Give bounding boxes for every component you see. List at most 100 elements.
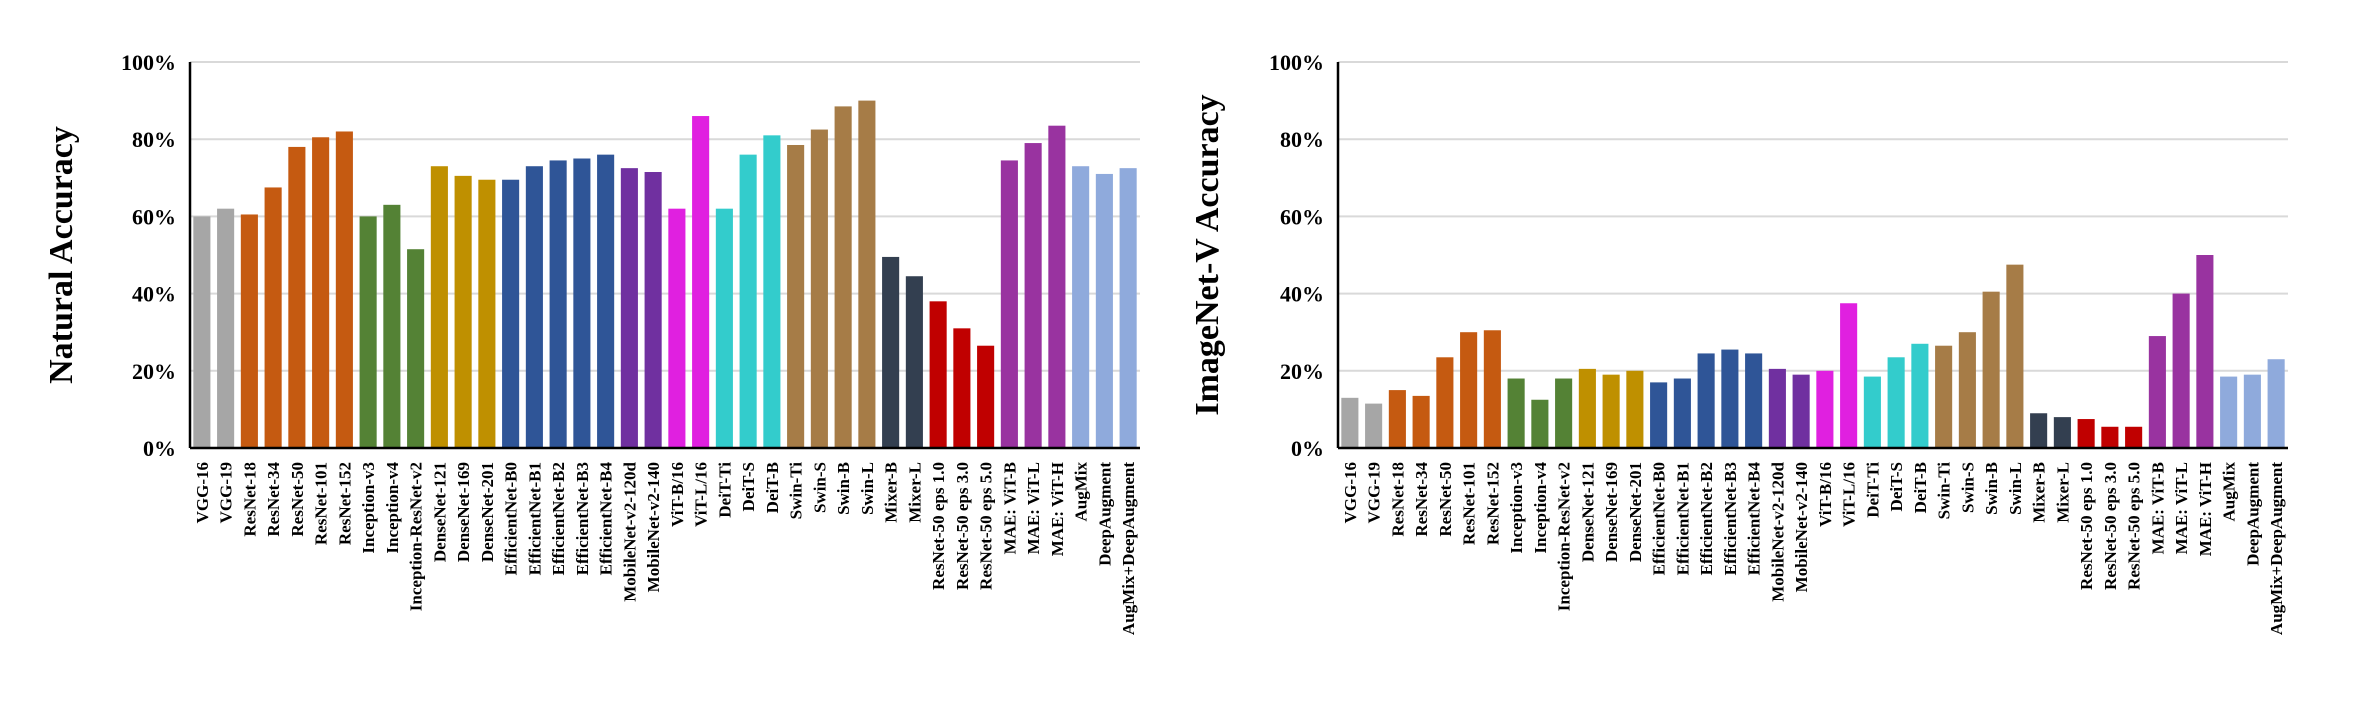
x-tick-label: ViT-L/16: [1840, 462, 1859, 527]
bar: [312, 137, 330, 448]
x-tick-label: DeiT-S: [739, 462, 758, 511]
bar: [668, 208, 686, 448]
x-tick-label: VGG-19: [217, 462, 236, 523]
x-tick-label: ResNet-50 eps 1.0: [2077, 462, 2096, 590]
x-tick-label: ViT-B/16: [1816, 462, 1835, 527]
bar: [1483, 330, 1501, 448]
x-tick-label: AugMix+DeepAugment: [2267, 462, 2286, 635]
x-tick-label: VGG-19: [1365, 462, 1384, 523]
x-tick-label: ResNet-101: [312, 462, 331, 545]
bar: [240, 214, 258, 448]
bar: [882, 256, 900, 448]
bar: [478, 179, 496, 449]
x-tick-label: Mixer-B: [882, 462, 901, 523]
bar: [2220, 376, 2238, 448]
y-tick-label: 40%: [1280, 282, 1324, 307]
bar: [1555, 378, 1573, 448]
bar: [1341, 397, 1359, 448]
x-tick-label: EfficientNet-B1: [525, 462, 544, 575]
y-tick-label: 20%: [1280, 359, 1324, 384]
bar: [525, 166, 543, 448]
x-tick-label: Swin-L: [2006, 462, 2025, 515]
y-tick-label: 0%: [1291, 436, 1324, 461]
bar: [264, 187, 282, 448]
x-tick-label: EfficientNet-B4: [597, 462, 616, 576]
y-tick-label: 80%: [132, 127, 176, 152]
x-tick-label: EfficientNet-B0: [502, 462, 521, 575]
x-tick-label: ResNet-50 eps 3.0: [2101, 462, 2120, 590]
bar: [407, 249, 425, 448]
bar: [2172, 293, 2190, 448]
bar: [1863, 376, 1881, 448]
bar: [1982, 291, 2000, 448]
x-tick-label: Mixer-L: [2053, 462, 2072, 523]
bar: [644, 172, 662, 448]
bar: [1958, 332, 1976, 448]
bar: [1816, 370, 1834, 448]
x-tick-label: ResNet-50 eps 5.0: [977, 462, 996, 590]
bar: [1072, 166, 1090, 448]
x-tick-label: Inception-v4: [1531, 462, 1550, 554]
x-tick-label: ResNet-50: [288, 462, 307, 537]
bar: [977, 345, 995, 448]
bar: [1024, 143, 1042, 448]
x-tick-label: DenseNet-121: [430, 462, 449, 562]
y-tick-label: 100%: [1269, 50, 1324, 75]
bar: [1578, 368, 1596, 448]
bar: [1840, 303, 1858, 448]
x-tick-label: DeiT-B: [763, 462, 782, 513]
bar: [549, 160, 567, 448]
bar: [1048, 125, 1066, 448]
x-tick-label: Swin-S: [810, 462, 829, 513]
y-tick-label: 40%: [132, 282, 176, 307]
bar: [597, 154, 615, 448]
bar: [1673, 378, 1691, 448]
x-tick-label: Inception-v3: [359, 462, 378, 554]
x-tick-label: ResNet-34: [1412, 462, 1431, 537]
y-tick-label: 20%: [132, 359, 176, 384]
imagenet-v-accuracy-chart-svg: ImageNet-V Accuracy 0% 20% 40% 60% 80% 100% VGG…: [1189, 50, 2288, 635]
x-tick-label: ResNet-101: [1460, 462, 1479, 545]
bar: [905, 276, 923, 448]
x-tick-label: MAE: ViT-H: [2196, 462, 2215, 556]
bar: [834, 106, 852, 448]
bar: [1095, 173, 1113, 448]
bar: [929, 301, 947, 448]
x-tick-label: DenseNet-121: [1578, 462, 1597, 562]
natural-accuracy-chart-svg: Natural Accuracy 0% 20% 40% 60% 80% 100% VGG-16…: [43, 50, 1140, 635]
bar: [335, 131, 353, 449]
x-tick-label: DenseNet-169: [1602, 462, 1621, 562]
x-tick-label: ResNet-152: [1483, 462, 1502, 545]
bar: [2196, 255, 2214, 448]
x-tick-label: Inception-ResNet-v2: [1555, 462, 1574, 611]
bar: [1626, 370, 1644, 448]
bar: [858, 100, 876, 448]
bar: [715, 208, 733, 448]
bar: [1792, 374, 1810, 448]
x-tick-label: Swin-Ti: [1935, 462, 1954, 520]
x-tick-label: DenseNet-201: [1626, 462, 1645, 562]
x-tick-label: Inception-v4: [383, 462, 402, 554]
x-tick-label: MAE: ViT-H: [1048, 462, 1067, 556]
x-tick-label: VGG-16: [193, 462, 212, 523]
bar: [1460, 332, 1478, 448]
x-tick-label: Swin-S: [1958, 462, 1977, 513]
imagenet-v-accuracy-chart: ImageNet-V Accuracy 0% 20% 40% 60% 80% 100% VGG…: [1188, 0, 2376, 715]
bar: [1721, 349, 1739, 448]
x-tick-label: DeiT-S: [1887, 462, 1906, 511]
bar: [1531, 399, 1549, 448]
bar: [1436, 357, 1454, 448]
x-tick-label: EfficientNet-B0: [1650, 462, 1669, 575]
bar: [2243, 374, 2261, 448]
x-tick-label: ResNet-50 eps 1.0: [929, 462, 948, 590]
x-tick-label: Inception-v3: [1507, 462, 1526, 554]
x-tick-label: ResNet-50 eps 5.0: [2125, 462, 2144, 590]
y-tick-label: 0%: [143, 436, 176, 461]
x-tick-label: DeiT-Ti: [1863, 462, 1882, 518]
y-tick-label: 60%: [1280, 204, 1324, 229]
bar: [2077, 419, 2095, 448]
bar: [2053, 417, 2071, 448]
x-tick-label: EfficientNet-B2: [1697, 462, 1716, 575]
y-tick-label: 80%: [1280, 127, 1324, 152]
x-tick-label: MobileNet-v2-140: [644, 462, 663, 592]
